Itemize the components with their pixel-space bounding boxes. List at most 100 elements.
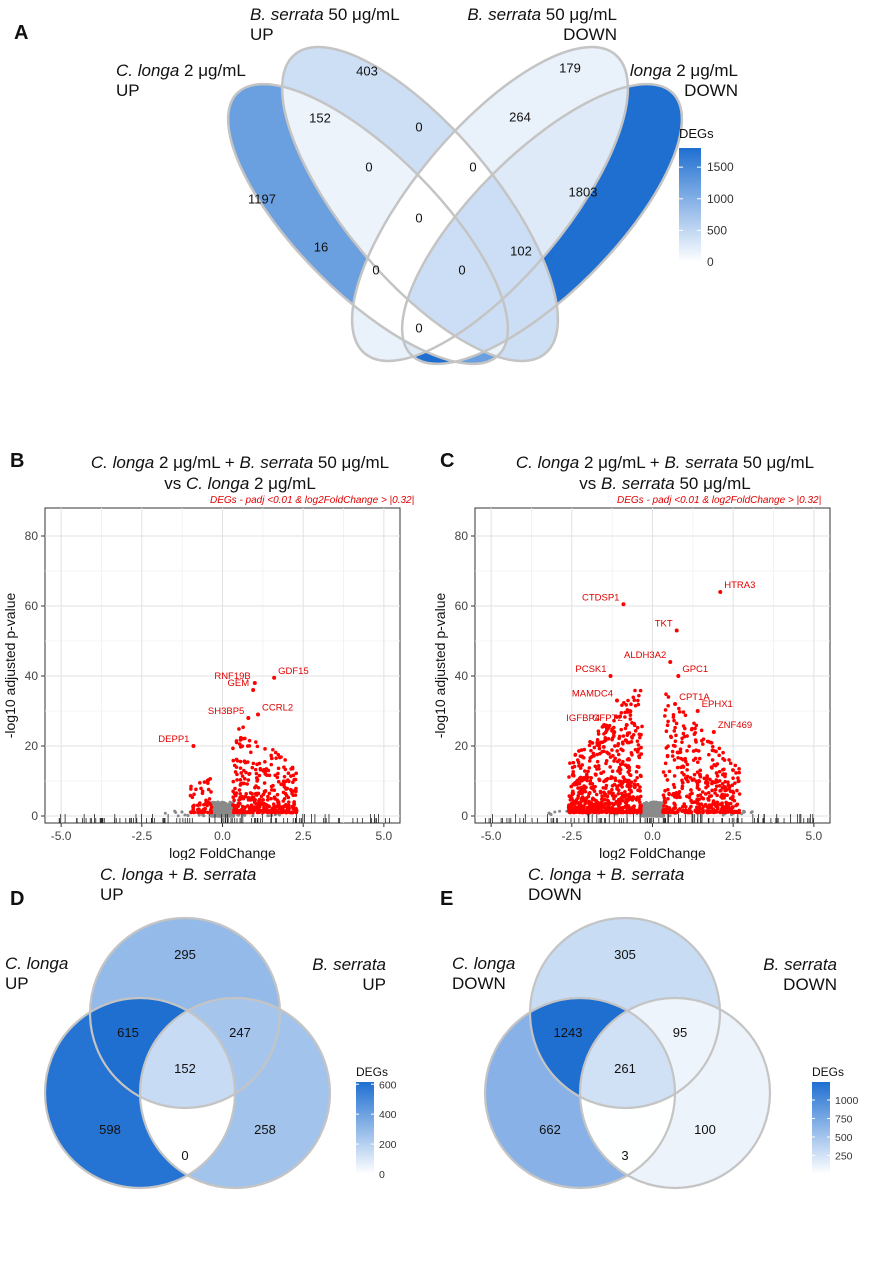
- volcano-c-point-pcsk1: [608, 674, 613, 678]
- volcano-c-point-deg: [601, 749, 606, 754]
- volcano-c-point-deg: [610, 769, 615, 774]
- volcano-c-point-deg: [617, 783, 622, 787]
- volcano-c-point-deg: [633, 688, 637, 693]
- volcano-c-point-deg: [616, 752, 621, 757]
- volcano-b-point-deg: [242, 768, 246, 773]
- volcano-c-point-deg: [636, 698, 640, 703]
- volcano-c-point-deg: [731, 768, 735, 773]
- volcano-c-point-deg: [636, 743, 641, 747]
- volcano-b-point-ns: [225, 803, 230, 808]
- volcano-c-label-znf469: ZNF469: [718, 720, 752, 731]
- volcano-c-title: C. longa 2 μg/mL + B. serrata 50 μg/mL v…: [515, 453, 815, 493]
- volcano-c-point-deg: [607, 752, 611, 756]
- volcano-c-point-deg: [602, 790, 606, 795]
- volcano-c-point-deg: [691, 749, 696, 753]
- legend-d-gradient: [356, 1082, 374, 1174]
- volcano-c-point-deg: [627, 731, 632, 735]
- volcano-c-point-ns: [643, 803, 647, 807]
- volcano-b-point-ns: [214, 802, 218, 807]
- volcano-c-point-deg: [666, 787, 670, 792]
- volcano-b-point-deg: [283, 758, 287, 762]
- volcano-c-point-deg: [625, 733, 630, 737]
- volcano-c-point-deg: [616, 788, 621, 793]
- volcano-c-point-deg: [597, 808, 602, 812]
- volcano-b-point-ns: [222, 808, 227, 812]
- volcano-b-point-deg: [264, 808, 268, 813]
- volcano-b-point-deg: [263, 772, 267, 776]
- venn4-count-r134: 0: [458, 262, 466, 278]
- volcano-b-ytick: 20: [25, 739, 39, 753]
- volcano-b-point-deg: [276, 752, 281, 757]
- volcano-c-point-deg: [603, 738, 608, 742]
- volcano-c-point-deg: [726, 780, 730, 784]
- volcano-c-point-deg: [676, 755, 680, 760]
- volcano-b-point-deg: [189, 784, 193, 789]
- volcano-c-point-deg: [635, 739, 640, 743]
- volcano-b-point-deg: [238, 766, 243, 770]
- volcano-b-point-deg: [198, 802, 202, 807]
- volcano-b-point-deg: [263, 747, 267, 751]
- venn-d-count-top-right: 247: [229, 1025, 251, 1040]
- volcano-c-point-deg: [662, 804, 666, 808]
- volcano-b-point-ns: [277, 813, 281, 817]
- volcano-c-label-cpt1a: CPT1A: [679, 692, 710, 703]
- volcano-c-point-ns: [642, 813, 646, 817]
- volcano-c-point-ns: [658, 809, 662, 813]
- volcano-c-point-deg: [666, 719, 670, 724]
- volcano-b-point-deg: [286, 795, 291, 800]
- volcano-c-point-deg: [698, 793, 703, 797]
- volcano-c-point-deg: [718, 802, 723, 807]
- volcano-b-point-deg: [202, 802, 206, 807]
- volcano-c-ylabel: -log10 adjusted p-value: [432, 593, 448, 739]
- volcano-c-point-deg: [689, 804, 693, 809]
- volcano-c-point-deg: [629, 750, 634, 755]
- volcano-c-point-deg: [680, 784, 685, 789]
- volcano-b-point-deg: [274, 756, 278, 760]
- volcano-c-point-deg: [590, 809, 594, 814]
- volcano-c-point-deg: [595, 767, 599, 771]
- volcano-c-point-deg: [638, 735, 642, 740]
- volcano-c-point-deg: [663, 708, 668, 712]
- volcano-c-point-deg: [661, 810, 666, 815]
- volcano-c-point-deg: [632, 785, 637, 790]
- volcano-b-point-deg: [291, 793, 296, 798]
- volcano-c-xtick: 2.5: [725, 829, 742, 843]
- volcano-b-point-deg: [240, 794, 245, 799]
- volcano-c-point-deg: [576, 796, 580, 800]
- volcano-b-point-deg: [269, 762, 274, 767]
- volcano-c-point-deg: [672, 774, 677, 778]
- volcano-b-point-deg: [189, 810, 193, 815]
- venn4-count-r1234: 0: [415, 210, 423, 226]
- volcano-b-point-deg: [289, 767, 293, 771]
- volcano-b-point-deg: [234, 739, 239, 743]
- volcano-c-point-deg: [587, 743, 592, 748]
- volcano-c-point-deg: [712, 763, 716, 767]
- volcano-b-point-deg: [236, 801, 241, 806]
- venn-e-chart: 305 1243 95 261 662 100 3: [483, 916, 772, 1190]
- legend-a-title: DEGs: [679, 126, 714, 141]
- volcano-c-point-deg: [720, 793, 724, 798]
- volcano-c-point-deg: [627, 784, 631, 789]
- venn-e-count-bottom: 3: [621, 1148, 628, 1163]
- volcano-c-point-deg: [670, 809, 674, 814]
- legend-e-tick-500: 500: [835, 1132, 853, 1144]
- volcano-b-point-deg: [273, 810, 278, 815]
- volcano-c-point-deg: [626, 698, 630, 703]
- volcano-c-point-deg: [609, 791, 614, 795]
- volcano-c-point-deg: [675, 765, 680, 770]
- volcano-b-point-ns: [217, 806, 222, 810]
- volcano-c-point-deg: [687, 807, 692, 812]
- volcano-c-point-deg: [661, 793, 666, 797]
- volcano-c-point-deg: [720, 781, 725, 786]
- volcano-c-point-deg: [577, 749, 581, 753]
- volcano-c-point-deg: [680, 770, 684, 775]
- volcano-c-point-deg: [666, 703, 670, 708]
- volcano-c-point-deg: [635, 775, 639, 780]
- volcano-c-point-deg: [602, 779, 606, 784]
- legend-a-colorbar: 1500 1000 500 0: [679, 148, 734, 269]
- volcano-b-point-deg: [247, 808, 252, 813]
- volcano-c-point-deg: [709, 794, 714, 798]
- volcano-c-point-deg: [717, 769, 722, 774]
- volcano-b-label-rnf19b: RNF19B: [214, 671, 250, 682]
- volcano-c-point-deg: [620, 740, 625, 745]
